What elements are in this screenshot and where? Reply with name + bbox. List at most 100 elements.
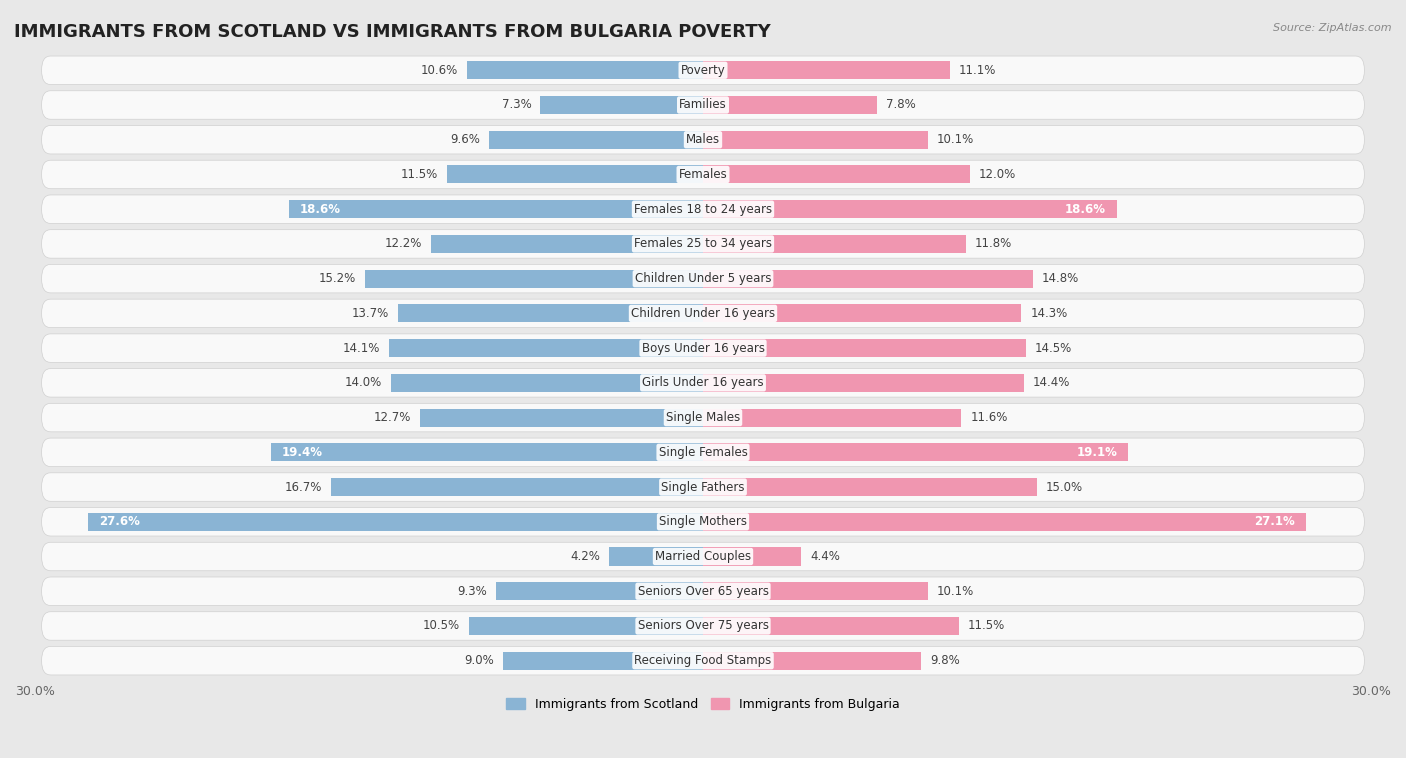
Text: Females 25 to 34 years: Females 25 to 34 years <box>634 237 772 250</box>
Bar <box>496 582 703 600</box>
Text: 9.8%: 9.8% <box>931 654 960 667</box>
Text: Families: Families <box>679 99 727 111</box>
Text: Single Females: Single Females <box>658 446 748 459</box>
Bar <box>288 200 703 218</box>
Bar <box>420 409 703 427</box>
Text: 15.0%: 15.0% <box>1046 481 1083 493</box>
Bar <box>703 582 928 600</box>
Bar <box>489 130 703 149</box>
Text: 9.6%: 9.6% <box>450 133 481 146</box>
Bar <box>540 96 703 114</box>
Text: 12.2%: 12.2% <box>385 237 422 250</box>
Text: Children Under 16 years: Children Under 16 years <box>631 307 775 320</box>
Text: 4.2%: 4.2% <box>571 550 600 563</box>
Bar <box>703 270 1032 288</box>
Text: 11.1%: 11.1% <box>959 64 997 77</box>
FancyBboxPatch shape <box>42 195 1364 224</box>
Text: 4.4%: 4.4% <box>810 550 839 563</box>
Bar <box>271 443 703 462</box>
Bar <box>432 235 703 253</box>
FancyBboxPatch shape <box>42 91 1364 119</box>
FancyBboxPatch shape <box>42 508 1364 536</box>
FancyBboxPatch shape <box>42 160 1364 189</box>
Text: 14.0%: 14.0% <box>344 377 382 390</box>
Text: 15.2%: 15.2% <box>318 272 356 285</box>
Bar <box>467 61 703 80</box>
Bar <box>703 547 801 565</box>
Legend: Immigrants from Scotland, Immigrants from Bulgaria: Immigrants from Scotland, Immigrants fro… <box>501 693 905 716</box>
FancyBboxPatch shape <box>42 577 1364 606</box>
FancyBboxPatch shape <box>42 403 1364 432</box>
Text: Single Males: Single Males <box>666 411 740 424</box>
Bar <box>703 130 928 149</box>
Text: 13.7%: 13.7% <box>352 307 389 320</box>
Bar <box>330 478 703 496</box>
FancyBboxPatch shape <box>42 230 1364 258</box>
Text: 14.1%: 14.1% <box>343 342 380 355</box>
Text: Females 18 to 24 years: Females 18 to 24 years <box>634 202 772 216</box>
FancyBboxPatch shape <box>42 299 1364 327</box>
FancyBboxPatch shape <box>42 438 1364 467</box>
Text: Receiving Food Stamps: Receiving Food Stamps <box>634 654 772 667</box>
Text: IMMIGRANTS FROM SCOTLAND VS IMMIGRANTS FROM BULGARIA POVERTY: IMMIGRANTS FROM SCOTLAND VS IMMIGRANTS F… <box>14 23 770 41</box>
Text: 10.1%: 10.1% <box>936 584 974 598</box>
Text: 10.1%: 10.1% <box>936 133 974 146</box>
Text: Boys Under 16 years: Boys Under 16 years <box>641 342 765 355</box>
FancyBboxPatch shape <box>42 647 1364 675</box>
Text: 27.6%: 27.6% <box>100 515 141 528</box>
Bar <box>470 617 703 635</box>
Text: Seniors Over 65 years: Seniors Over 65 years <box>637 584 769 598</box>
Bar <box>703 652 921 670</box>
Text: 18.6%: 18.6% <box>1066 202 1107 216</box>
Text: Males: Males <box>686 133 720 146</box>
Bar <box>703 235 966 253</box>
Text: 12.0%: 12.0% <box>979 168 1017 181</box>
Text: Single Mothers: Single Mothers <box>659 515 747 528</box>
Text: 19.1%: 19.1% <box>1077 446 1118 459</box>
Bar <box>703 478 1038 496</box>
Text: Children Under 5 years: Children Under 5 years <box>634 272 772 285</box>
FancyBboxPatch shape <box>42 265 1364 293</box>
Bar <box>389 339 703 357</box>
Bar <box>703 374 1024 392</box>
Bar <box>703 443 1129 462</box>
Text: Females: Females <box>679 168 727 181</box>
Bar <box>398 305 703 322</box>
Text: 9.3%: 9.3% <box>457 584 486 598</box>
Text: 14.3%: 14.3% <box>1031 307 1067 320</box>
Bar <box>703 339 1026 357</box>
Text: 7.3%: 7.3% <box>502 99 531 111</box>
Text: Seniors Over 75 years: Seniors Over 75 years <box>637 619 769 632</box>
Bar <box>447 165 703 183</box>
Text: 14.8%: 14.8% <box>1042 272 1078 285</box>
Text: 9.0%: 9.0% <box>464 654 494 667</box>
Text: Married Couples: Married Couples <box>655 550 751 563</box>
Text: 11.5%: 11.5% <box>967 619 1005 632</box>
FancyBboxPatch shape <box>42 334 1364 362</box>
Bar <box>703 96 877 114</box>
Bar <box>703 512 1306 531</box>
Bar <box>364 270 703 288</box>
FancyBboxPatch shape <box>42 473 1364 501</box>
Text: 14.4%: 14.4% <box>1032 377 1070 390</box>
Text: 12.7%: 12.7% <box>374 411 412 424</box>
FancyBboxPatch shape <box>42 56 1364 84</box>
Bar <box>703 617 959 635</box>
Text: 18.6%: 18.6% <box>299 202 340 216</box>
FancyBboxPatch shape <box>42 612 1364 641</box>
Bar <box>703 165 970 183</box>
Text: 19.4%: 19.4% <box>283 446 323 459</box>
Bar <box>502 652 703 670</box>
Text: 11.6%: 11.6% <box>970 411 1008 424</box>
FancyBboxPatch shape <box>42 368 1364 397</box>
Text: Girls Under 16 years: Girls Under 16 years <box>643 377 763 390</box>
Bar <box>703 200 1118 218</box>
Text: 10.6%: 10.6% <box>420 64 458 77</box>
Text: Poverty: Poverty <box>681 64 725 77</box>
FancyBboxPatch shape <box>42 542 1364 571</box>
Bar <box>703 61 950 80</box>
Bar <box>703 409 962 427</box>
Text: Source: ZipAtlas.com: Source: ZipAtlas.com <box>1274 23 1392 33</box>
Text: 11.5%: 11.5% <box>401 168 439 181</box>
Bar <box>391 374 703 392</box>
